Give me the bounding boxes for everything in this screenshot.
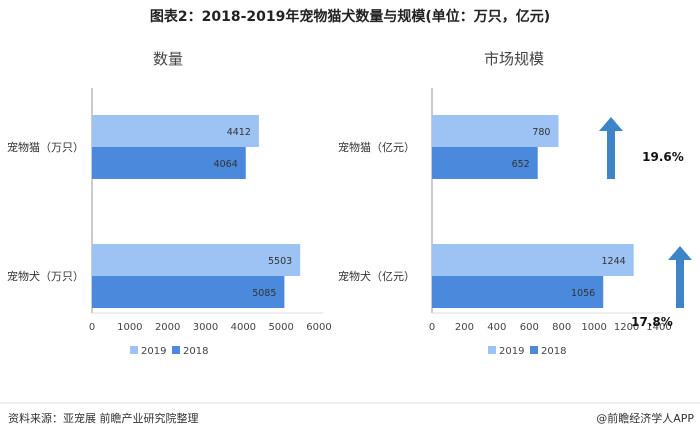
data-label: 4064	[214, 159, 238, 170]
data-label: 5085	[252, 288, 276, 299]
x-tick-label: 6000	[306, 322, 331, 333]
chart-title: 图表2：2018-2019年宠物猫犬数量与规模(单位：万只，亿元)	[149, 9, 551, 25]
bar-2018	[432, 147, 538, 179]
legend-label: 2019	[141, 346, 166, 357]
bar-2019	[92, 244, 301, 276]
x-tick-label: 1000	[117, 322, 142, 333]
legend-label: 2019	[499, 346, 524, 357]
x-tick-label: 200	[455, 322, 474, 333]
data-label: 1056	[571, 288, 595, 299]
category-label: 宠物猫（亿元）	[338, 140, 415, 154]
data-label: 5503	[268, 256, 292, 267]
bar-2018	[92, 147, 246, 179]
category-label: 宠物犬（亿元）	[338, 269, 415, 283]
x-tick-label: 1400	[646, 322, 671, 333]
legend-swatch-2018	[172, 346, 180, 354]
x-tick-label: 600	[520, 322, 539, 333]
bar-2019	[92, 115, 259, 147]
panel-title: 市场规模	[484, 50, 544, 68]
x-tick-label: 0	[429, 322, 435, 333]
data-label: 652	[512, 159, 530, 170]
legend-label: 2018	[541, 346, 566, 357]
category-label: 宠物猫（万只）	[7, 140, 84, 154]
legend-label: 2018	[183, 346, 208, 357]
bar-2018	[432, 276, 604, 308]
brand-label: @前瞻经济学人APP	[596, 412, 694, 425]
x-tick-label: 400	[487, 322, 506, 333]
category-label: 宠物犬（万只）	[7, 269, 84, 283]
bar-2018	[92, 276, 285, 308]
growth-arrow-icon	[599, 117, 623, 179]
growth-arrow-icon	[668, 246, 692, 308]
data-label: 1244	[602, 256, 626, 267]
x-tick-label: 1000	[581, 322, 606, 333]
legend-swatch-2019	[130, 346, 138, 354]
source-note: 资料来源：亚宠展 前瞻产业研究院整理	[8, 412, 199, 425]
x-tick-label: 3000	[193, 322, 218, 333]
legend-swatch-2018	[530, 346, 538, 354]
x-tick-label: 1200	[614, 322, 639, 333]
x-tick-label: 800	[552, 322, 571, 333]
x-tick-label: 2000	[155, 322, 180, 333]
panel-title: 数量	[153, 50, 183, 68]
bar-2019	[432, 115, 559, 147]
growth-label: 17.8%	[631, 315, 673, 329]
x-tick-label: 5000	[268, 322, 293, 333]
bar-2019	[432, 244, 634, 276]
legend-swatch-2019	[488, 346, 496, 354]
x-tick-label: 0	[89, 322, 95, 333]
x-tick-label: 4000	[231, 322, 256, 333]
data-label: 780	[532, 127, 550, 138]
data-label: 4412	[227, 127, 251, 138]
growth-label: 19.6%	[642, 150, 684, 164]
